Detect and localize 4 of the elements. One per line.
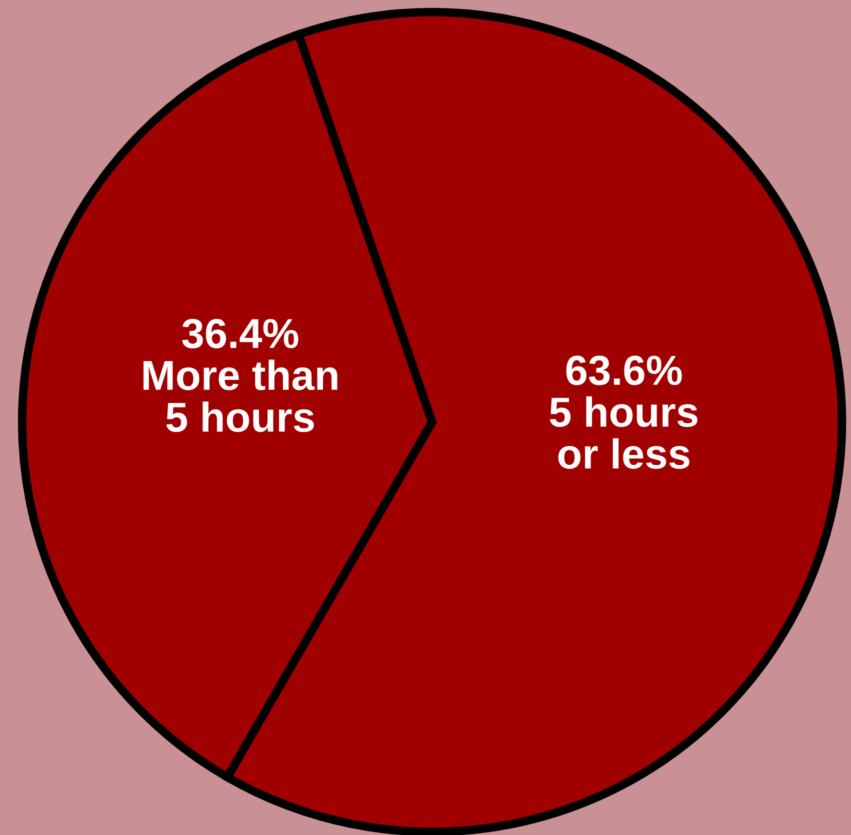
slice-label: 5 hours or less <box>550 396 698 469</box>
data-label: 63.6% <box>566 356 682 386</box>
slice-label: More than 5 hours <box>144 360 338 432</box>
data-label: 36.4% <box>182 318 298 348</box>
